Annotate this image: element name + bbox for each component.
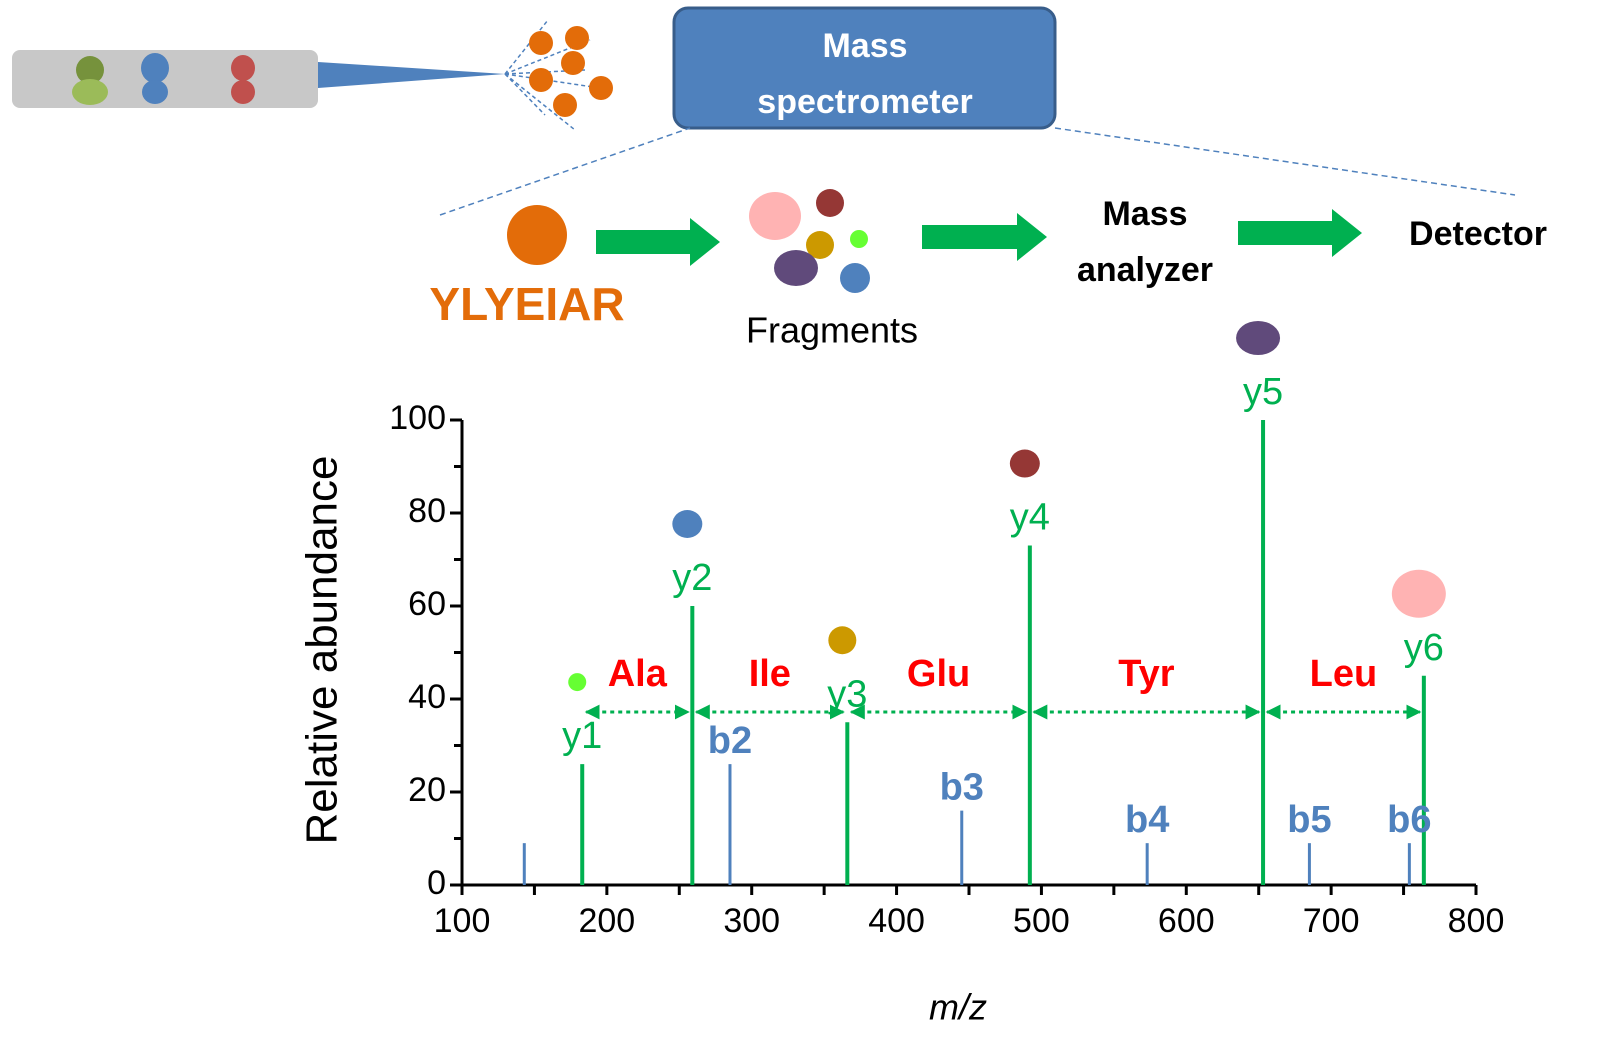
detector-label: Detector [1409, 215, 1547, 253]
x-tick-label: 300 [723, 902, 780, 940]
flow-arrows [596, 209, 1362, 266]
peak-label: y1 [562, 715, 602, 757]
fragment-marker [1010, 450, 1040, 478]
peak-label: y6 [1404, 627, 1444, 669]
residue-label: Ala [608, 653, 668, 695]
y-tick-label: 40 [408, 678, 446, 716]
fragment-marker [672, 510, 702, 538]
peak-label: y4 [1010, 497, 1050, 539]
fragment-marker [1392, 570, 1446, 618]
residue-label: Glu [907, 653, 970, 695]
x-tick-label: 700 [1303, 902, 1360, 940]
zoom-lines [440, 128, 1515, 215]
y-tick-label: 60 [408, 585, 446, 623]
fragment-marker [568, 673, 586, 691]
x-tick-label: 200 [578, 902, 635, 940]
y-tick-label: 100 [389, 399, 446, 437]
y-tick-label: 80 [408, 492, 446, 530]
instrument-label: Mass spectrometer [715, 18, 1015, 130]
residue-label: Tyr [1118, 653, 1175, 695]
peak-label: b6 [1387, 799, 1431, 841]
x-tick-label: 500 [1013, 902, 1070, 940]
fragment-marker [1236, 321, 1280, 355]
peak-label: y5 [1243, 371, 1283, 413]
peak-label: b4 [1125, 799, 1169, 841]
peak-label: y3 [827, 673, 867, 715]
peak-label: b5 [1287, 799, 1331, 841]
figure: YLYEIAR Fragments Detector Relative abun… [0, 0, 1603, 1053]
fragment-marker [828, 626, 856, 654]
x-tick-label: 400 [868, 902, 925, 940]
peak-label: y2 [672, 557, 712, 599]
spray [318, 62, 505, 88]
residue-label: Ile [749, 653, 791, 695]
x-axis-title: m/z [929, 987, 987, 1028]
page: YLYEIAR Fragments Detector Relative abun… [0, 0, 1603, 1053]
droplets [529, 26, 613, 117]
y-axis-title: Relative abundance [298, 456, 347, 845]
x-tick-label: 800 [1448, 902, 1505, 940]
fragments-label: Fragments [746, 310, 918, 351]
analyzer-label: Mass analyzer [1050, 186, 1240, 298]
residue-label: Leu [1310, 653, 1378, 695]
x-tick-label: 100 [434, 902, 491, 940]
y-tick-label: 20 [408, 771, 446, 809]
peptide-icon [507, 205, 567, 265]
x-tick-label: 600 [1158, 902, 1215, 940]
fragment-icons [749, 189, 870, 293]
peak-label: b3 [940, 767, 984, 809]
y-tick-label: 0 [427, 864, 446, 902]
peptide: YLYEIAR [429, 278, 624, 330]
peak-label: b2 [708, 720, 752, 762]
